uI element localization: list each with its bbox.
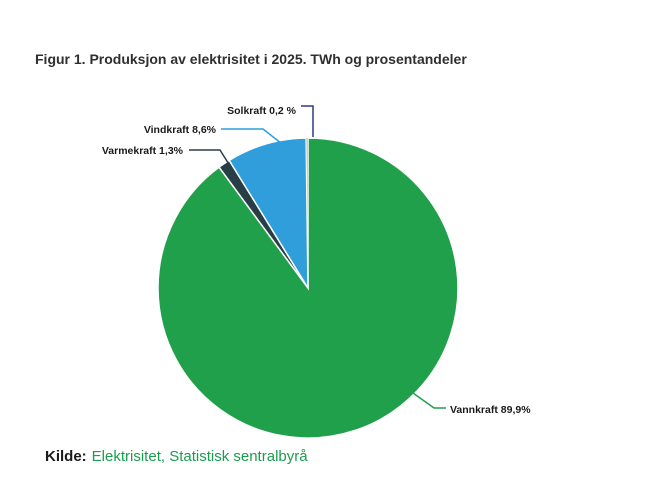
leader-line-vindkraft — [221, 128, 287, 148]
pie-slice-solkraft — [305, 137, 309, 289]
source-text: Elektrisitet, Statistisk sentralbyrå — [91, 448, 308, 465]
leader-lines — [189, 105, 446, 409]
leader-line-solkraft — [301, 105, 314, 137]
source-prefix: Kilde: — [45, 448, 87, 465]
leader-line-vannkraft — [412, 392, 446, 409]
slice-label-solkraft: Solkraft 0,2 % — [227, 105, 297, 117]
slice-label-vindkraft: Vindkraft 8,6% — [144, 124, 217, 136]
leader-line-varmekraft — [189, 149, 231, 167]
pie-slices — [157, 137, 459, 439]
slice-labels: Solkraft 0,2 % Vindkraft 8,6% Varmekraft… — [102, 105, 531, 416]
figure-title: Figur 1. Produksjon av elektrisitet i 20… — [35, 51, 467, 67]
source-line: Kilde: Elektrisitet, Statistisk sentralby… — [45, 448, 308, 465]
slice-label-varmekraft: Varmekraft 1,3% — [102, 145, 184, 157]
slice-label-vannkraft: Vannkraft 89,9% — [450, 404, 531, 416]
